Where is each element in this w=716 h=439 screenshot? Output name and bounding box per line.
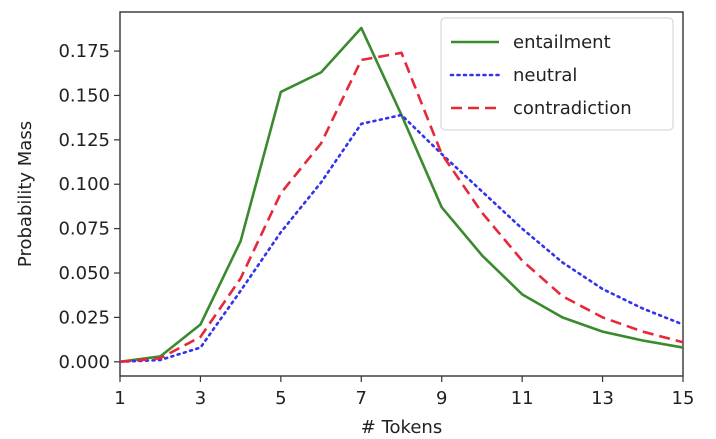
- x-tick-label: 15: [672, 388, 695, 409]
- legend: entailment neutral contradiction: [440, 17, 674, 131]
- legend-box: [440, 17, 674, 131]
- x-tick-label: 3: [195, 388, 206, 409]
- x-tick-label: 7: [356, 388, 367, 409]
- series-lines: [118, 26, 685, 364]
- x-tick-label: 9: [436, 388, 447, 409]
- x-axis-label: # Tokens: [361, 417, 442, 438]
- x-axis-ticks: 1 3 5 7 9 11 13 15: [114, 376, 694, 409]
- legend-label-entailment: entailment: [513, 32, 611, 53]
- series-line-neutral: [118, 113, 685, 364]
- legend-label-contradiction: contradiction: [513, 98, 632, 119]
- y-tick-label: 0.050: [58, 263, 110, 284]
- legend-label-neutral: neutral: [513, 65, 577, 86]
- x-tick-label: 1: [114, 388, 125, 409]
- y-tick-label: 0.100: [58, 174, 110, 195]
- y-tick-label: 0.025: [58, 307, 110, 328]
- x-tick-label: 5: [275, 388, 286, 409]
- y-tick-label: 0.075: [58, 219, 110, 240]
- y-tick-label: 0.150: [58, 85, 110, 106]
- y-axis-label: Probability Mass: [15, 121, 36, 267]
- y-tick-label: 0.175: [58, 41, 110, 62]
- y-tick-label: 0.125: [58, 130, 110, 151]
- series-line-contradiction: [119, 51, 684, 364]
- y-tick-label: 0.000: [58, 352, 110, 373]
- y-axis-ticks: 0.000 0.025 0.050 0.075 0.100 0.125 0.150 0.175: [58, 41, 120, 373]
- x-tick-label: 11: [511, 388, 534, 409]
- x-tick-label: 13: [591, 388, 614, 409]
